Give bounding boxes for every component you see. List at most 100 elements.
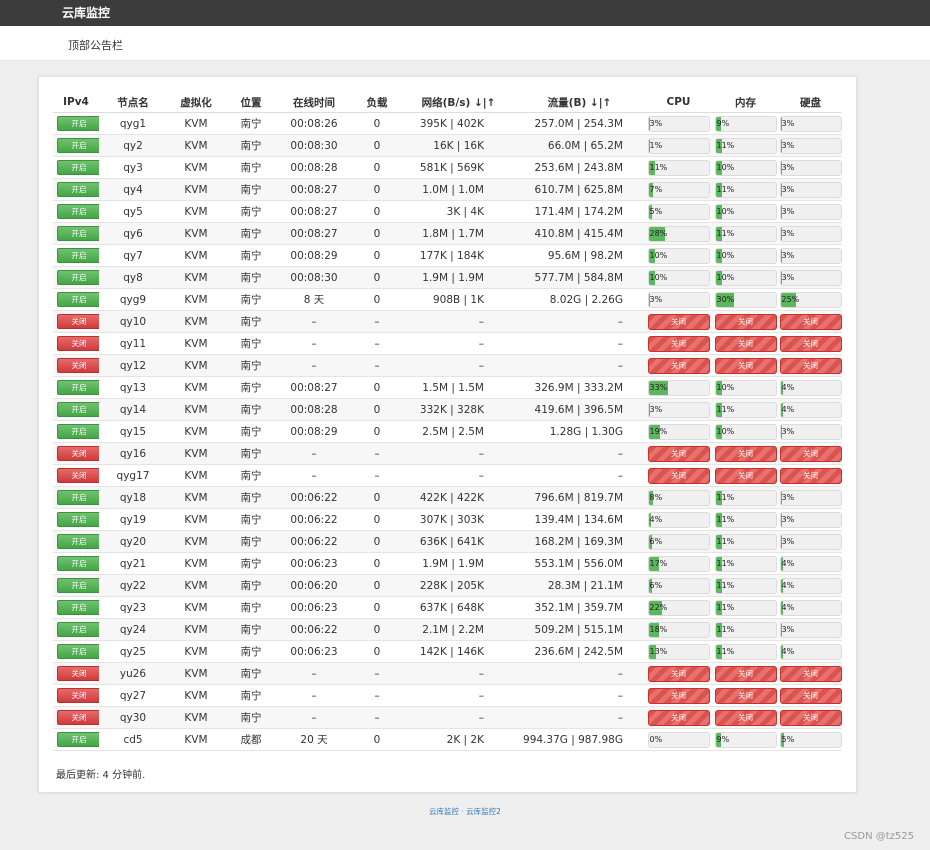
memory-cell: 11% [712,398,779,421]
cpu-progress-bar: 7% [647,181,710,198]
load: – [351,662,403,685]
traffic-total: 95.6M | 98.2M [514,244,645,267]
disk-percent: 4% [781,404,795,414]
col-location[interactable]: 位置 [225,92,277,113]
cpu-percent: 4% [649,514,663,524]
uptime: 00:08:27 [277,222,351,245]
disk-percent: 3% [781,250,795,260]
disk-progress-bar: 3% [779,203,842,220]
location: 南宁 [225,618,277,641]
load: 0 [351,618,403,641]
col-node-name[interactable]: 节点名 [99,92,167,113]
memory-percent: 关闭 [738,668,753,678]
traffic-total: 66.0M | 65.2M [514,134,645,157]
network-speed: 16K | 16K [403,134,514,157]
disk-cell: 关闭 [779,684,842,707]
disk-fill [780,160,783,175]
load: 0 [351,244,403,267]
disk-fill [780,182,783,197]
load: – [351,442,403,465]
memory-cell: 11% [712,222,779,245]
disk-cell: 3% [779,178,842,201]
disk-percent: 关闭 [803,360,818,370]
disk-cell: 关闭 [779,706,842,729]
location: 南宁 [225,354,277,377]
footer-links[interactable]: 云库监控 · 云库监控2 [429,807,501,816]
ipv4-cell: 开启 [53,574,99,597]
load: 0 [351,640,403,663]
ipv4-status-badge: 开启 [57,402,99,417]
col-virtualization[interactable]: 虚拟化 [167,92,225,113]
traffic-total: 553.1M | 556.0M [514,552,645,575]
table-row: 开启 cd5 KVM 成都 20 天 0 2K | 2K 994.37G | 987.98G 0… [53,728,842,751]
cpu-fill [648,182,653,197]
cpu-cell: 关闭 [645,464,712,487]
table-row: 开启 qy8 KVM 南宁 00:08:30 0 1.9M | 1.9M 577.7M | 5… [53,266,842,289]
col-memory[interactable]: 内存 [712,92,779,113]
col-cpu[interactable]: CPU [645,92,712,113]
disk-percent: 5% [781,734,795,744]
col-traffic[interactable]: 流量(B) ↓|↑ [514,92,645,113]
disk-progress-bar: 3% [779,181,842,198]
notice-bar: 顶部公告栏 [0,26,930,61]
table-row: 开启 qy7 KVM 南宁 00:08:29 0 177K | 184K 95.6M | 98… [53,244,842,267]
col-load[interactable]: 负载 [351,92,403,113]
virtualization: KVM [167,376,225,399]
disk-percent: 3% [781,536,795,546]
disk-progress-bar: 25% [779,291,842,308]
ipv4-status-badge: 开启 [57,204,99,219]
cpu-progress-bar: 3% [647,291,710,308]
traffic-total: 410.8M | 415.4M [514,222,645,245]
network-speed: 1.9M | 1.9M [403,552,514,575]
memory-percent: 11% [716,580,735,590]
col-network[interactable]: 网络(B/s) ↓|↑ [403,92,514,113]
ipv4-status-badge: 关闭 [57,688,99,703]
ipv4-status-badge: 关闭 [57,358,99,373]
traffic-total: 577.7M | 584.8M [514,266,645,289]
uptime: 00:08:30 [277,266,351,289]
ipv4-cell: 开启 [53,640,99,663]
col-disk[interactable]: 硬盘 [779,92,842,113]
load: 0 [351,288,403,311]
memory-percent: 11% [716,404,735,414]
disk-progress-bar: 3% [779,225,842,242]
network-speed: 1.5M | 1.5M [403,376,514,399]
disk-fill [780,490,783,505]
cpu-cell: 4% [645,508,712,531]
col-ipv4[interactable]: IPv4 [53,92,99,113]
ipv4-status-badge: 开启 [57,732,99,747]
traffic-total: 796.6M | 819.7M [514,486,645,509]
col-uptime[interactable]: 在线时间 [277,92,351,113]
cpu-fill [648,380,669,395]
memory-percent: 10% [716,206,735,216]
memory-cell: 9% [712,728,779,751]
cpu-cell: 3% [645,112,712,135]
network-speed: – [403,354,514,377]
disk-progress-bar: 关闭 [779,335,842,352]
virtualization: KVM [167,112,225,135]
ipv4-status-badge: 开启 [57,182,99,197]
cpu-cell: 关闭 [645,332,712,355]
cpu-cell: 10% [645,266,712,289]
cpu-cell: 18% [645,618,712,641]
node-name: qy27 [99,684,167,707]
disk-percent: 关闭 [803,316,818,326]
memory-fill [715,182,723,197]
memory-cell: 11% [712,530,779,553]
node-name: qy16 [99,442,167,465]
uptime: – [277,464,351,487]
memory-progress-bar: 9% [714,115,777,132]
disk-percent: 关闭 [803,448,818,458]
brand-title[interactable]: 云库监控 [62,6,111,20]
disk-percent: 3% [781,514,795,524]
disk-progress-bar: 4% [779,555,842,572]
node-name: qyg9 [99,288,167,311]
memory-percent: 11% [716,184,735,194]
node-name: qy20 [99,530,167,553]
disk-percent: 4% [781,646,795,656]
cpu-progress-bar: 关闭 [647,445,710,462]
memory-cell: 关闭 [712,464,779,487]
cpu-cell: 关闭 [645,684,712,707]
disk-cell: 3% [779,486,842,509]
uptime: 00:06:22 [277,530,351,553]
